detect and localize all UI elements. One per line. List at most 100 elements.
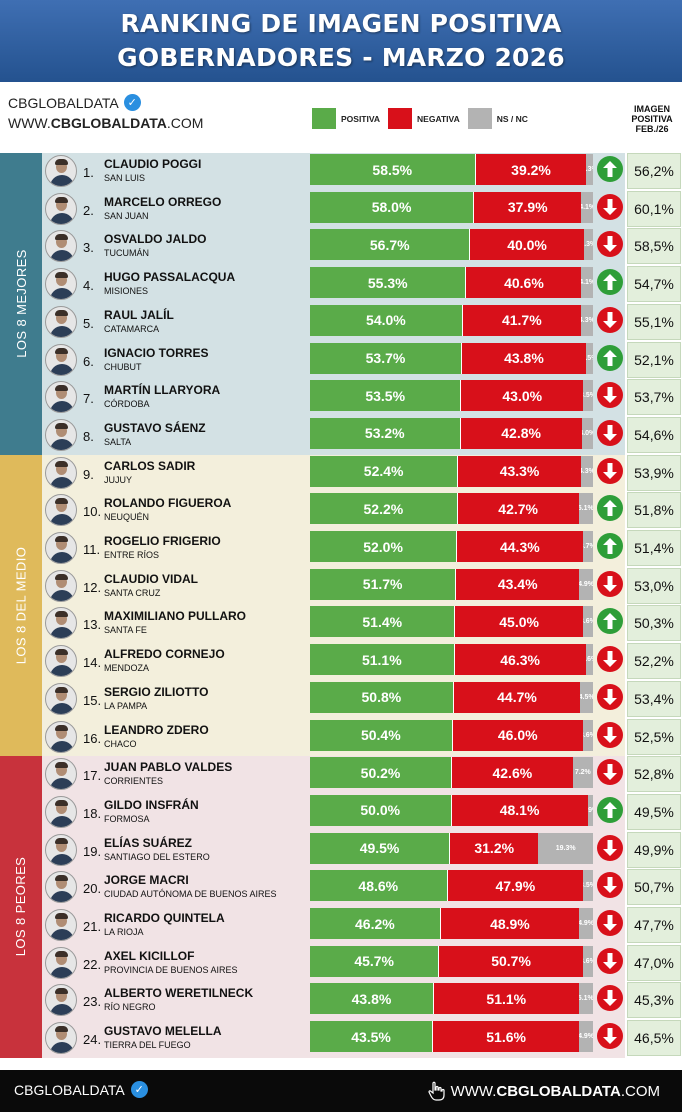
arrow-down-icon: [597, 306, 623, 333]
avatar-hair: [55, 347, 68, 354]
positive-segment: 45.7%: [310, 945, 440, 977]
nsnc-segment: 3.6%: [582, 719, 593, 751]
positive-segment: 52.4%: [310, 455, 459, 487]
table-row: 11.ROGELIO FRIGERIO ENTRE RÍOS 52.0%44.3%3…: [42, 530, 682, 566]
positive-segment: 58.5%: [310, 154, 476, 185]
avatar-shoulders: [50, 702, 74, 714]
rank-number: 17.: [83, 768, 102, 784]
nsnc-segment: 4.9%: [579, 1021, 593, 1053]
nsnc-segment: 7.2%: [572, 757, 593, 789]
province-name: MENDOZA: [104, 663, 149, 674]
governor-name: RICARDO QUINTELA: [104, 911, 225, 925]
prev-header-line: POSITIVA: [631, 114, 673, 124]
avatar: [45, 682, 77, 715]
arrow-glyph: [603, 915, 617, 931]
avatar: [45, 192, 77, 225]
stacked-bar: 56.7%40.0%3.3%: [310, 229, 593, 261]
group-tab: [0, 756, 42, 1058]
previous-value: 52,1%: [627, 341, 681, 378]
negative-segment: 45.0%: [455, 606, 583, 638]
avatar: [45, 305, 77, 338]
arrow-down-icon: [597, 683, 623, 710]
arrow-glyph: [603, 198, 617, 215]
rank-number: 2.: [83, 202, 94, 218]
arrow-down-icon: [597, 872, 623, 899]
rank-number: 6.: [83, 353, 94, 369]
negative-segment: 43.3%: [458, 455, 581, 487]
positive-segment: 52.2%: [310, 493, 458, 525]
avatar-head: [56, 198, 67, 211]
governor-name: CARLOS SADIR: [104, 458, 196, 473]
avatar-head: [56, 311, 67, 324]
avatar-head: [56, 274, 67, 287]
avatar-hair: [55, 159, 68, 165]
governor-name: HUGO PASSALACQUA: [104, 270, 236, 285]
arrow-glyph: [603, 387, 617, 404]
stacked-bar: 53.7%43.8%2.5%: [310, 342, 593, 374]
group-label-text: LOS 8 MEJORES: [13, 249, 29, 359]
governor-name: IGNACIO TORRES: [104, 345, 209, 360]
governor-name: RAUL JALÍL: [104, 307, 174, 322]
avatar-hair: [55, 762, 68, 769]
province-name: ENTRE RÍOS: [104, 550, 160, 560]
previous-value: 47,0%: [627, 944, 681, 981]
governor-name: GILDO INSFRÁN: [104, 797, 199, 812]
avatar-hair: [55, 913, 68, 919]
governor-name: ROLANDO FIGUEROA: [104, 496, 232, 511]
previous-value: 53,0%: [627, 567, 681, 604]
stacked-bar: 50.2% 42.6% 7.2%: [310, 757, 593, 789]
avatar-shoulders: [50, 288, 74, 300]
previous-value: 46,5%: [627, 1020, 681, 1057]
nsnc-segment: 3.5%: [583, 380, 593, 412]
avatar-hair: [55, 536, 68, 542]
arrow-up-icon: [597, 344, 623, 371]
governor-name: AXEL KICILLOF: [104, 948, 195, 963]
avatar: [45, 155, 77, 187]
arrow-glyph: [603, 462, 617, 479]
positive-segment: 46.2%: [310, 908, 441, 939]
nsnc-segment: 19.3%: [538, 832, 593, 864]
positive-segment: 43.8%: [310, 983, 434, 1015]
avatar-hair: [55, 950, 68, 957]
positive-segment: 55.3%: [310, 267, 467, 299]
avatar-head: [56, 726, 67, 739]
positive-segment: 51.1%: [310, 644, 455, 676]
avatar-shoulders: [50, 514, 74, 526]
negative-segment: 41.7%: [462, 304, 581, 336]
avatar-head: [56, 764, 67, 777]
title-line-1: RANKING DE IMAGEN POSITIVA: [120, 9, 562, 38]
province-name: NEUQUÉN: [104, 512, 150, 523]
arrow-down-icon: [597, 570, 623, 597]
brand-url-prefix: WWW.: [8, 115, 51, 131]
avatar-head: [56, 952, 67, 965]
avatar: [45, 758, 77, 791]
avatar: [45, 343, 77, 376]
arrow-down-icon: [597, 457, 623, 484]
avatar: [45, 456, 77, 489]
positive-segment: 53.2%: [310, 417, 461, 449]
positive-segment: 50.0%: [310, 794, 452, 826]
brand-url[interactable]: WWW.CBGLOBALDATA.COM: [8, 115, 203, 131]
footer-link[interactable]: WWW.CBGLOBALDATA.COM: [427, 1081, 660, 1101]
rank-number: 15.: [83, 692, 102, 708]
stacked-bar: 51.7%43.4%4.9%: [310, 568, 593, 600]
group-label-text: LOS 8 DEL MEDIO: [13, 546, 29, 665]
arrow-glyph: [603, 651, 617, 668]
nsnc-segment: 1.9%: [587, 794, 593, 826]
negative-segment: 51.1%: [433, 983, 579, 1015]
arrow-glyph: [603, 839, 617, 856]
arrow-down-icon: [597, 193, 623, 220]
avatar: [45, 607, 77, 640]
avatar-shoulders: [50, 627, 74, 639]
legend-label: NEGATIVA: [417, 113, 460, 124]
governor-name: MARCELO ORREGO: [104, 194, 222, 209]
header-banner: RANKING DE IMAGEN POSITIVA GOBERNADORES …: [0, 0, 682, 82]
governor-name: OSVALDO JALDO: [104, 232, 207, 247]
rank-number: 4.: [83, 278, 94, 294]
group-tab: [0, 153, 42, 455]
rank-number: 5.: [83, 315, 94, 331]
avatar-shoulders: [50, 552, 74, 563]
previous-value: 54,7%: [627, 266, 681, 303]
